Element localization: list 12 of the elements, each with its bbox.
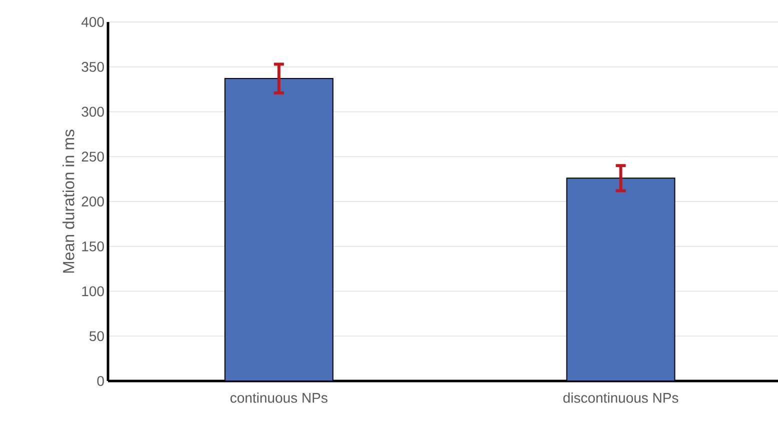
y-tick-label: 0 [97, 376, 104, 386]
x-tick-label: discontinuous NPs [563, 392, 678, 403]
y-tick-label: 200 [82, 196, 104, 206]
y-tick-label: 100 [82, 286, 104, 296]
y-axis-title: Mean duration in ms [62, 130, 74, 273]
y-tick-label: 400 [81, 17, 104, 27]
y-tick-label: 50 [89, 331, 104, 342]
y-tick-label: 300 [82, 106, 104, 117]
y-tick-label: 250 [82, 152, 104, 162]
y-tick-label: 150 [82, 241, 104, 252]
x-tick-label: continuous NPs [230, 392, 328, 403]
y-tick-label: 350 [82, 62, 104, 72]
